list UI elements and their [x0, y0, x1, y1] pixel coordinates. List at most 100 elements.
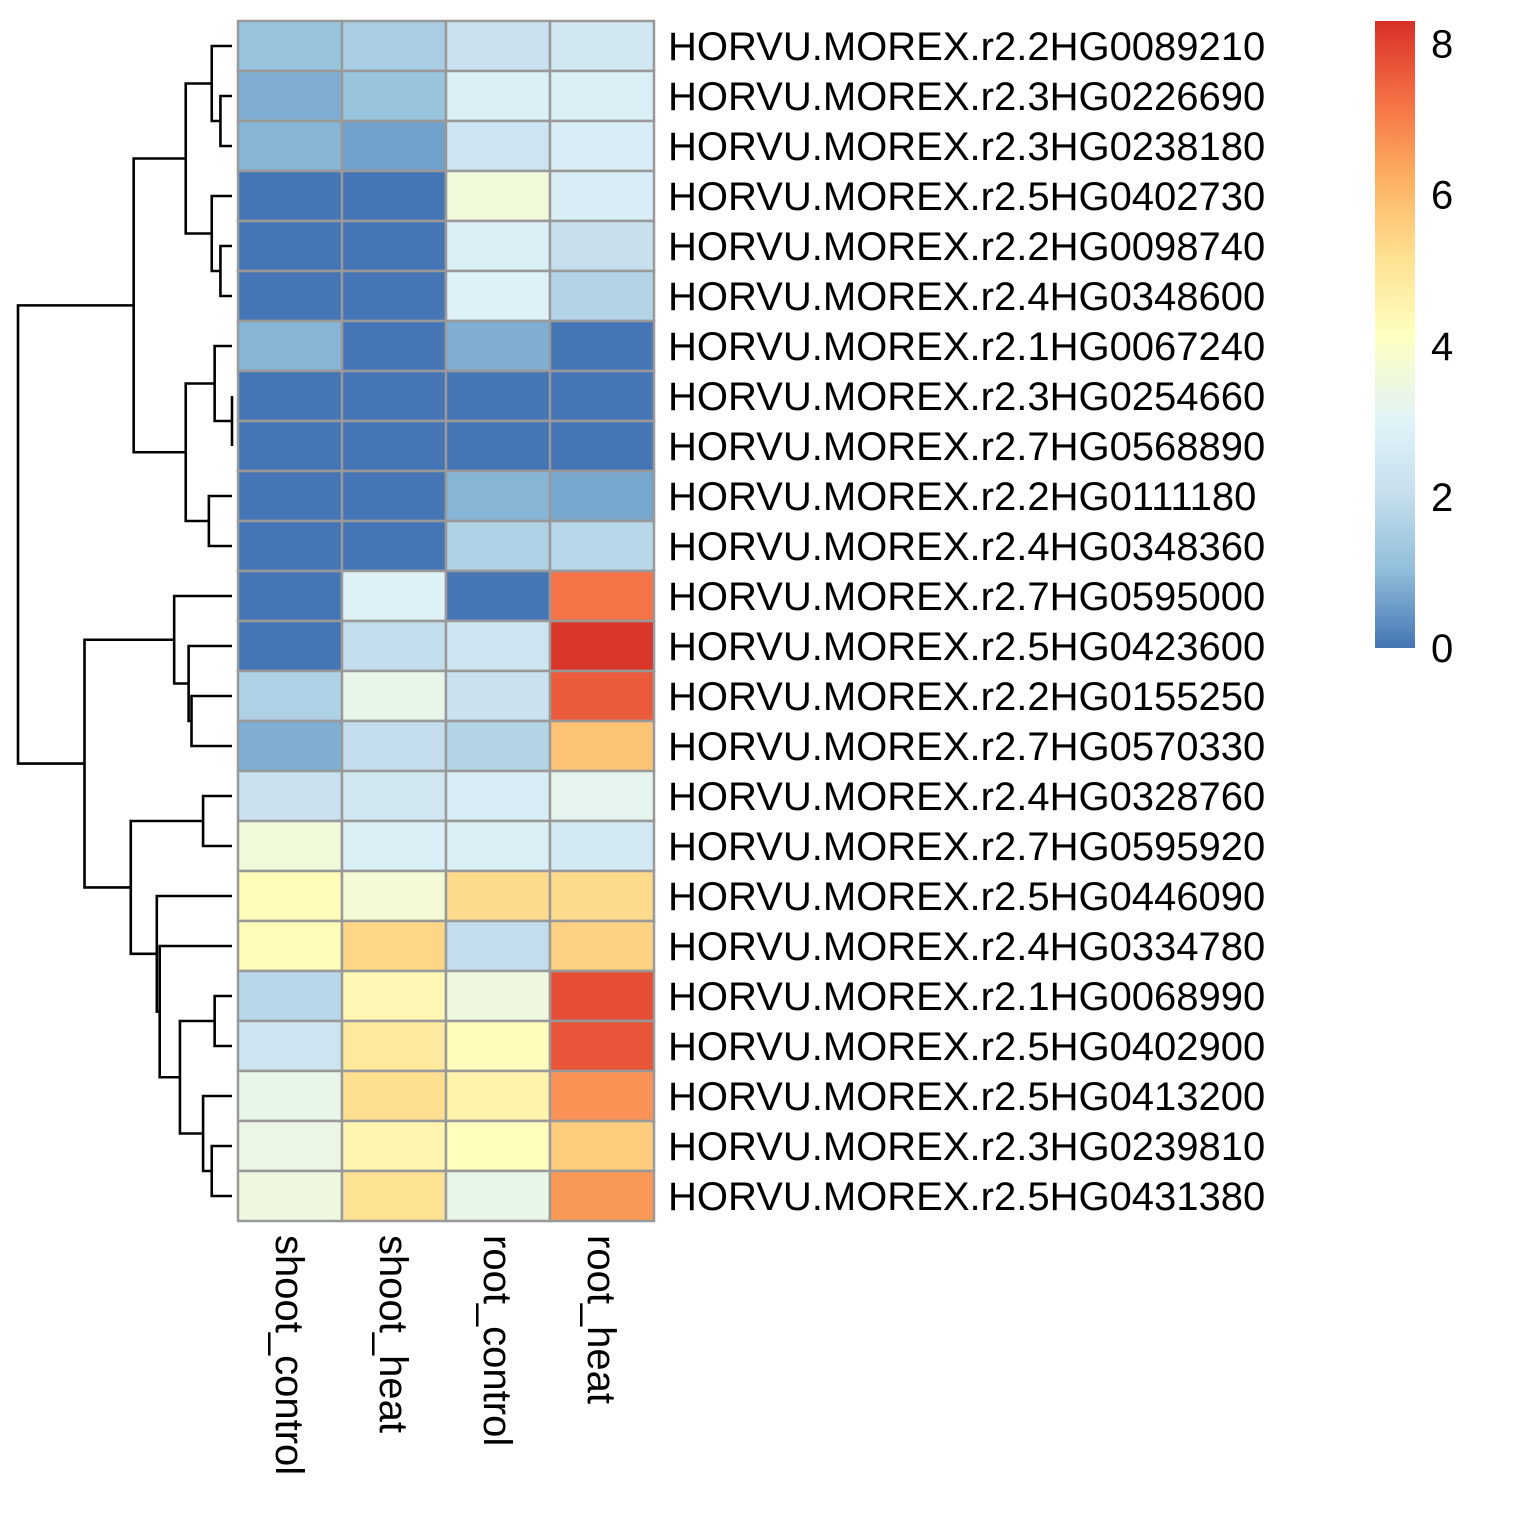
- heatmap-cell: [444, 919, 552, 973]
- heatmap-cell: [548, 69, 656, 123]
- heatmap-cell: [444, 269, 552, 323]
- heatmap-cell: [548, 169, 656, 223]
- heatmap-cell: [444, 19, 552, 73]
- row-label: HORVU.MOREX.r2.3HG0238180: [668, 125, 1265, 169]
- heatmap-cell: [236, 269, 344, 323]
- dendrogram-branch: [158, 944, 232, 1079]
- heatmap-cell: [340, 1169, 448, 1223]
- heatmap-cell: [444, 419, 552, 473]
- heatmap-cell: [236, 319, 344, 373]
- heatmap-cell: [548, 319, 656, 373]
- heatmap-cell: [444, 669, 552, 723]
- row-dendrogram: [16, 44, 234, 1198]
- color-legend: 0 2 4 6 8: [1375, 21, 1453, 671]
- heatmap-cell: [444, 1069, 552, 1123]
- heatmap-cell: [340, 619, 448, 673]
- row-label: HORVU.MOREX.r2.3HG0226690: [668, 75, 1265, 119]
- heatmap-cell: [548, 519, 656, 573]
- row-label: HORVU.MOREX.r2.3HG0254660: [668, 375, 1265, 419]
- heatmap-cell: [444, 1119, 552, 1173]
- heatmap-cell: [444, 369, 552, 423]
- legend-ticks: 0 2 4 6 8: [1431, 23, 1453, 671]
- column-label: root_heat: [579, 1235, 623, 1404]
- dendrogram-branch: [210, 194, 232, 273]
- heatmap-cell: [236, 219, 344, 273]
- heatmap-cell: [236, 19, 344, 73]
- heatmap-cell: [548, 219, 656, 273]
- heatmap-cell: [444, 69, 552, 123]
- row-label: HORVU.MOREX.r2.7HG0595000: [668, 575, 1265, 619]
- heatmap-cell: [444, 819, 552, 873]
- dendrogram-branch: [207, 494, 232, 548]
- heatmap-cell: [236, 719, 344, 773]
- dendrogram-branch: [219, 94, 232, 148]
- row-label: HORVU.MOREX.r2.5HG0446090: [668, 875, 1265, 919]
- heatmap-cell: [548, 1069, 656, 1123]
- row-label: HORVU.MOREX.r2.2HG0111180: [668, 475, 1256, 519]
- dendrogram-branch: [16, 304, 134, 765]
- legend-tick-label: 4: [1431, 325, 1453, 369]
- legend-tick-label: 2: [1431, 476, 1453, 520]
- heatmap-cell: [340, 669, 448, 723]
- heatmap-cell: [236, 969, 344, 1023]
- row-label: HORVU.MOREX.r2.4HG0328760: [668, 775, 1265, 819]
- dendrogram-branch: [219, 244, 232, 298]
- heatmap-cell: [236, 669, 344, 723]
- heatmap-cell: [444, 469, 552, 523]
- dendrogram-branch: [184, 82, 212, 235]
- heatmap-cell: [444, 1169, 552, 1223]
- heatmap-cell: [236, 1169, 344, 1223]
- heatmap-cell: [444, 119, 552, 173]
- dendrogram-branch: [210, 1144, 232, 1198]
- heatmap-cell: [340, 969, 448, 1023]
- heatmap-cell: [236, 369, 344, 423]
- heatmap-cell: [548, 419, 656, 473]
- heatmap-cell: [548, 269, 656, 323]
- heatmap-cell: [548, 819, 656, 873]
- heatmap-cell: [548, 469, 656, 523]
- heatmap-cell: [340, 219, 448, 273]
- heatmap-cell: [444, 519, 552, 573]
- column-label: shoot_heat: [371, 1235, 415, 1433]
- heatmap-cell: [236, 619, 344, 673]
- dendrogram-branch: [172, 594, 232, 685]
- row-labels: HORVU.MOREX.r2.2HG0089210 HORVU.MOREX.r2.…: [668, 25, 1265, 1219]
- dendrogram-branch: [178, 1019, 215, 1135]
- heatmap-cell: [236, 769, 344, 823]
- row-label: HORVU.MOREX.r2.2HG0155250: [668, 675, 1265, 719]
- heatmap-cell: [548, 869, 656, 923]
- heatmap-cell: [444, 319, 552, 373]
- heatmap-cell: [340, 19, 448, 73]
- heatmap-cell: [236, 919, 344, 973]
- column-label: shoot_control: [267, 1235, 311, 1475]
- column-label: root_control: [475, 1235, 519, 1446]
- heatmap-cell: [444, 869, 552, 923]
- heatmap-cell: [548, 719, 656, 773]
- heatmap-cell: [548, 19, 656, 73]
- heatmap-cell: [236, 869, 344, 923]
- row-label: HORVU.MOREX.r2.3HG0239810: [668, 1125, 1265, 1169]
- dendrogram-branch: [201, 1094, 232, 1173]
- dendrogram-branch: [190, 694, 232, 748]
- heatmap-cell: [236, 519, 344, 573]
- heatmap-cell: [340, 1069, 448, 1123]
- legend-tick-label: 0: [1431, 627, 1453, 671]
- heatmap-cell: [340, 369, 448, 423]
- legend-tick-label: 8: [1431, 23, 1453, 67]
- row-label: HORVU.MOREX.r2.4HG0334780: [668, 925, 1265, 969]
- legend-tick-label: 6: [1431, 174, 1453, 218]
- heatmap-cell: [340, 419, 448, 473]
- heatmap-cell: [236, 569, 344, 623]
- heatmap-cell: [340, 119, 448, 173]
- heatmap-cell: [236, 469, 344, 523]
- heatmap-cell: [340, 269, 448, 323]
- heatmap-cell: [340, 719, 448, 773]
- heatmap-cell: [548, 769, 656, 823]
- row-label: HORVU.MOREX.r2.1HG0067240: [668, 325, 1265, 369]
- dendrogram-branch: [83, 638, 175, 889]
- heatmap-cell: [340, 169, 448, 223]
- heatmap-cell: [340, 1119, 448, 1173]
- heatmap-cell: [236, 419, 344, 473]
- dendrogram-branch: [132, 157, 186, 454]
